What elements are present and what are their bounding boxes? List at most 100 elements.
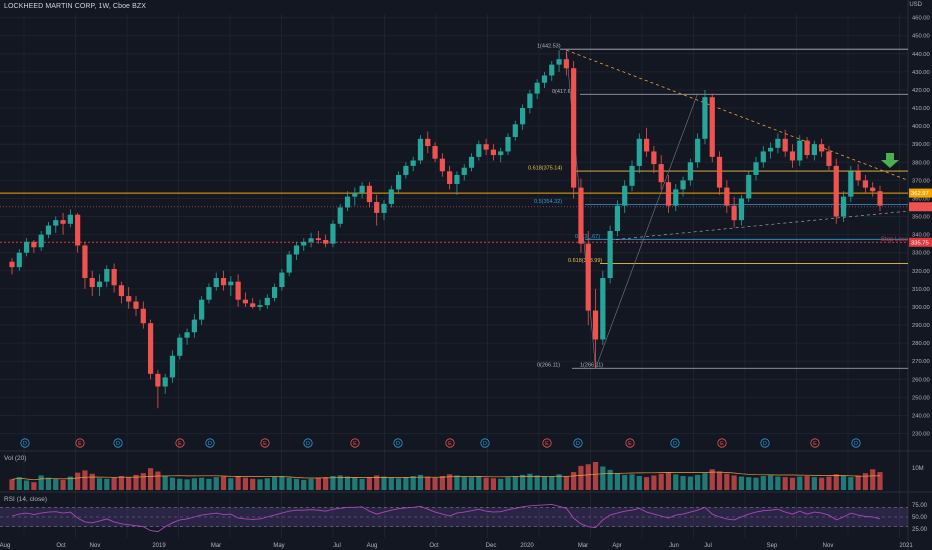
- candle: [636, 138, 642, 166]
- candle: [323, 240, 329, 244]
- event-marker-label: E: [545, 441, 549, 447]
- candle: [344, 196, 351, 208]
- earnings-marker: [75, 438, 85, 448]
- candle: [804, 140, 810, 156]
- volume-bar: [250, 478, 256, 490]
- candle: [286, 254, 292, 273]
- dividend-marker: [851, 438, 861, 448]
- volume-bar: [344, 476, 351, 490]
- price-tick-label: 430.00: [912, 70, 930, 76]
- price-tick-label: 250.00: [912, 395, 930, 401]
- candle: [519, 108, 526, 125]
- volume-bar: [177, 478, 183, 490]
- price-axis[interactable]: 230.00 240.00 250.00 260.00 270.00 280.00 290.…: [912, 16, 930, 438]
- volume-bar: [31, 482, 37, 490]
- candle: [293, 245, 300, 255]
- candle: [870, 187, 876, 192]
- price-tick-label: 310.00: [912, 287, 930, 293]
- candle: [111, 268, 117, 286]
- candle: [746, 174, 752, 199]
- candle: [184, 332, 190, 338]
- candle: [651, 151, 657, 165]
- volume-bar: [82, 470, 88, 490]
- volume-bar: [23, 480, 30, 490]
- candle: [571, 68, 577, 188]
- volume-bar: [191, 478, 197, 490]
- volume-bar: [826, 476, 832, 490]
- candle: [505, 136, 511, 152]
- volume-bar: [220, 476, 227, 490]
- volume-bar: [206, 478, 212, 490]
- dividend-marker: [760, 438, 770, 448]
- time-axis[interactable]: Aug Oct Nov 2019 Mar May Jul Aug Oct Dec 2020 Mar Ap…: [0, 543, 913, 549]
- volume-bar: [505, 477, 511, 490]
- volume-bar: [622, 474, 628, 490]
- volume-bar: [315, 477, 321, 490]
- volume-bar: [293, 478, 300, 490]
- volume-bar: [870, 469, 876, 490]
- candle: [490, 149, 497, 156]
- candle: [592, 310, 599, 340]
- volume-bar: [534, 475, 540, 490]
- dividend-marker: [480, 438, 490, 448]
- price-tag: [909, 237, 932, 247]
- volume-bar: [709, 469, 715, 490]
- event-marker-label: D: [306, 441, 310, 447]
- earnings-marker: [445, 438, 455, 448]
- candle: [687, 162, 693, 181]
- earnings-marker: [717, 438, 727, 448]
- chart-grid: [0, 14, 908, 538]
- candle: [60, 220, 66, 224]
- volume-bar: [381, 476, 387, 490]
- volume-bar: [797, 476, 803, 490]
- candle: [89, 278, 95, 288]
- chart-title: LOCKHEED MARTIN CORP, 1W, Cboe BZX: [4, 3, 147, 10]
- candle: [731, 205, 737, 221]
- event-marker-label: E: [720, 441, 724, 447]
- time-tick-label: 2021: [899, 543, 913, 549]
- volume-bar: [848, 477, 854, 490]
- volume-bar: [512, 476, 518, 490]
- price-tick-label: 270.00: [912, 359, 930, 365]
- volume-bar: [126, 477, 132, 490]
- candle: [315, 238, 321, 241]
- price-tick-label: 260.00: [912, 377, 930, 383]
- volume-bar: [279, 476, 285, 490]
- candle: [848, 171, 854, 197]
- price-tag-label: 362.97: [911, 191, 929, 197]
- fib-levels: 1(442.53) 0(417.62) 0.618(375.14) 0.5(354.3…: [528, 44, 908, 369]
- price-tick-label: 290.00: [912, 323, 930, 329]
- volume-bar: [454, 475, 460, 490]
- volume-bar: [264, 478, 270, 490]
- volume-bar: [374, 475, 380, 490]
- candle: [257, 305, 263, 307]
- volume-bar: [833, 474, 839, 490]
- volume-bar: [607, 469, 613, 490]
- volume-bar: [16, 477, 22, 490]
- volume-bar: [352, 477, 358, 490]
- volume-bar: [403, 477, 409, 490]
- candle: [862, 180, 869, 188]
- volume-bar: [651, 475, 657, 490]
- candle: [826, 151, 832, 166]
- candle: [96, 281, 103, 288]
- volume-bar: [819, 477, 825, 490]
- volume-bar: [585, 464, 591, 490]
- price-tick-label: 440.00: [912, 52, 930, 58]
- rsi-pane: [0, 506, 908, 528]
- candle: [417, 138, 424, 161]
- earnings-marker: [350, 438, 360, 448]
- candle: [410, 160, 416, 166]
- volume-bar: [184, 479, 190, 490]
- candle: [9, 261, 15, 268]
- volume-axis-label: 10M: [912, 466, 924, 472]
- time-tick-label: May: [273, 543, 284, 549]
- fib-label: 0.618(375.14): [528, 166, 562, 172]
- volume-bar: [104, 478, 110, 490]
- rsi-line: [11, 503, 881, 533]
- volume-bar: [753, 477, 759, 490]
- candle: [563, 59, 569, 69]
- volume-bar: [695, 474, 701, 490]
- volume-bar: [89, 473, 95, 490]
